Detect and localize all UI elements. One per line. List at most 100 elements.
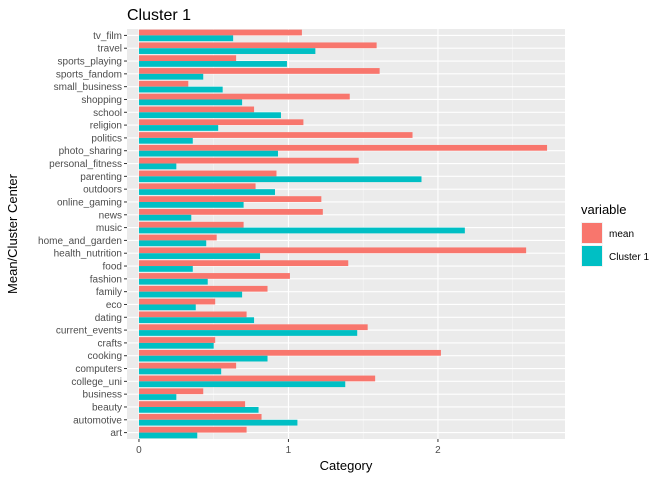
bar-school-mean (138, 106, 255, 113)
bar-food-mean (138, 260, 349, 267)
bar-cooking-mean (138, 349, 441, 356)
y-tick-label: crafts (98, 338, 122, 349)
y-tick-label: beauty (92, 402, 122, 413)
bar-health_nutrition-mean (138, 247, 527, 254)
bar-school-cluster-1 (138, 112, 281, 119)
bar-computers-mean (138, 362, 237, 369)
bar-automotive-mean (138, 414, 262, 420)
y-tick-label: small_business (54, 82, 122, 93)
bar-news-mean (138, 209, 323, 215)
bar-fashion-mean (138, 273, 290, 279)
bar-online_gaming-cluster-1 (138, 201, 244, 208)
legend-label: Cluster 1 (609, 252, 649, 263)
bar-cooking-cluster-1 (138, 355, 268, 362)
y-tick-label: eco (106, 300, 123, 311)
y-tick-label: travel (98, 44, 122, 55)
y-tick-label: shopping (81, 95, 122, 106)
legend: variable mean Cluster 1 (581, 202, 649, 267)
bar-beauty-mean (138, 401, 246, 407)
bar-news-cluster-1 (138, 214, 192, 221)
y-tick-label: photo_sharing (59, 146, 122, 157)
chart-title: Cluster 1 (127, 7, 191, 24)
bar-outdoors-cluster-1 (138, 189, 275, 195)
bar-parenting-mean (138, 170, 277, 177)
y-tick-label: online_gaming (57, 197, 122, 208)
bar-home_and_garden-cluster-1 (138, 240, 207, 247)
bar-crafts-cluster-1 (138, 342, 214, 349)
legend-title: variable (581, 202, 627, 217)
y-tick-label: politics (91, 133, 122, 144)
bar-business-cluster-1 (138, 394, 177, 400)
bar-business-mean (138, 388, 204, 395)
bar-eco-cluster-1 (138, 304, 196, 311)
bar-travel-mean (138, 42, 377, 49)
y-tick-label: news (99, 210, 122, 221)
x-tick-label: 0 (136, 445, 142, 456)
y-tick-label: dating (95, 313, 122, 324)
bar-computers-cluster-1 (138, 368, 222, 375)
y-tick-label: sports_fandom (56, 69, 122, 80)
bar-health_nutrition-cluster-1 (138, 253, 261, 259)
bar-sports_playing-mean (138, 55, 237, 62)
bar-college_uni-mean (138, 375, 376, 382)
bar-music-cluster-1 (138, 227, 465, 234)
y-tick-label: current_events (56, 326, 122, 337)
y-tick-label: religion (90, 121, 122, 132)
bar-beauty-cluster-1 (138, 406, 259, 413)
bar-sports_fandom-cluster-1 (138, 73, 204, 80)
y-tick-label: tv_film (93, 31, 122, 42)
bar-family-mean (138, 285, 268, 292)
bar-sports_playing-cluster-1 (138, 61, 287, 67)
y-tick-label: music (96, 223, 122, 234)
y-tick-label: home_and_garden (38, 236, 122, 247)
y-tick-label: school (93, 108, 122, 119)
bar-shopping-cluster-1 (138, 99, 243, 106)
y-tick-label: food (103, 262, 122, 273)
bar-online_gaming-mean (138, 196, 322, 202)
bar-politics-cluster-1 (138, 137, 193, 144)
y-tick-label: computers (75, 364, 122, 375)
bar-crafts-mean (138, 337, 216, 343)
y-tick-label: cooking (88, 351, 122, 362)
bar-art-cluster-1 (138, 432, 198, 439)
y-tick-label: sports_playing (58, 57, 122, 68)
legend-key-mean (582, 223, 602, 243)
y-tick-label: college_uni (71, 377, 122, 388)
bar-dating-mean (138, 311, 247, 318)
y-tick-label: art (110, 428, 122, 439)
bar-art-mean (138, 426, 247, 433)
y-tick-label: automotive (73, 415, 122, 426)
bars (138, 29, 548, 439)
bar-shopping-mean (138, 93, 350, 100)
bar-dating-cluster-1 (138, 317, 255, 324)
y-tick-label: outdoors (83, 185, 122, 196)
x-tick-label: 1 (286, 445, 292, 456)
bar-sports_fandom-mean (138, 68, 380, 74)
bar-small_business-cluster-1 (138, 86, 223, 93)
bar-photo_sharing-cluster-1 (138, 150, 278, 157)
bar-photo_sharing-mean (138, 144, 548, 151)
bar-food-cluster-1 (138, 266, 193, 272)
bar-personal_fitness-mean (138, 157, 359, 164)
bar-current_events-mean (138, 324, 368, 331)
y-tick-label: fashion (90, 274, 122, 285)
bar-personal_fitness-cluster-1 (138, 163, 177, 170)
bar-politics-mean (138, 132, 413, 138)
bar-tv_film-mean (138, 29, 302, 36)
bar-outdoors-mean (138, 183, 256, 190)
bar-home_and_garden-mean (138, 234, 217, 241)
bar-music-mean (138, 221, 244, 228)
bar-automotive-cluster-1 (138, 419, 298, 426)
legend-key-cluster-1 (582, 246, 602, 266)
bar-tv_film-cluster-1 (138, 35, 234, 42)
legend-label: mean (609, 229, 634, 240)
bar-college_uni-cluster-1 (138, 381, 346, 388)
x-axis-ticks: 0 1 2 (136, 439, 441, 456)
y-axis-title: Mean/Cluster Center (5, 173, 20, 294)
bar-travel-cluster-1 (138, 48, 316, 54)
bar-fashion-cluster-1 (138, 278, 208, 285)
bar-parenting-cluster-1 (138, 176, 422, 183)
bar-small_business-mean (138, 80, 189, 87)
